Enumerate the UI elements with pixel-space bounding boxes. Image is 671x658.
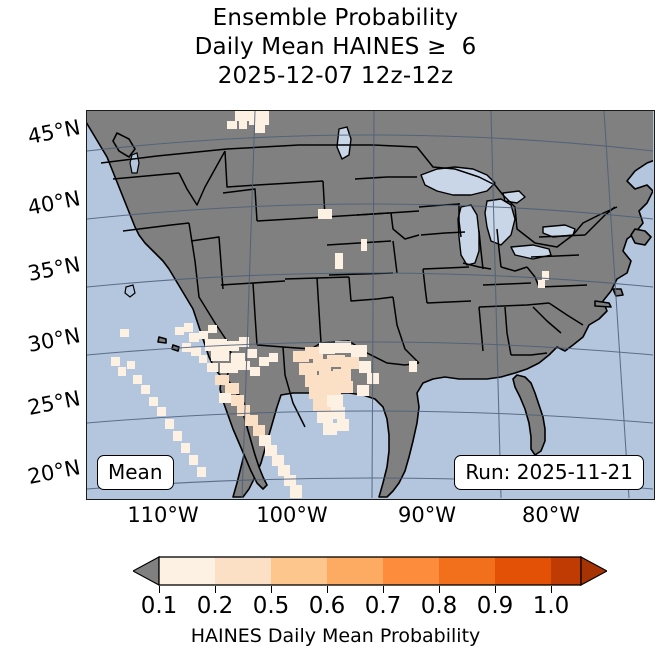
- run-label-box: Run: 2025-11-21: [454, 455, 644, 490]
- border-nc-sc: [548, 302, 584, 326]
- border-us-canada-east: [416, 146, 618, 248]
- colorbar-swatches[interactable]: [133, 556, 607, 586]
- parallel-40n: [87, 203, 653, 220]
- mean-label-box: Mean: [97, 455, 174, 490]
- lon-tick-100w: 100°W: [256, 503, 328, 527]
- colorbar-bin-1: [215, 557, 271, 585]
- vancouver-island: [112, 132, 136, 158]
- border-id-wy: [222, 188, 258, 222]
- parallel-25n: [87, 410, 653, 424]
- map-canvas: [87, 111, 653, 498]
- colorbar-tick-label-6: 0.9: [476, 593, 514, 619]
- border-sd-ne: [356, 210, 420, 216]
- border-pa-md: [530, 254, 580, 258]
- colorbar-tick-label-7: 1.0: [532, 593, 570, 619]
- lat-tick-35n: 35°N: [25, 252, 83, 286]
- long-island: [594, 300, 612, 308]
- lake-michigan: [457, 204, 480, 266]
- puget-sound: [129, 152, 140, 174]
- border-ga-sc: [532, 306, 562, 334]
- colorbar-bin-4: [383, 557, 439, 585]
- title-line-1: Ensemble Probability: [212, 5, 459, 31]
- border-mexico-interior: [282, 346, 306, 428]
- lon-tick-90w: 90°W: [398, 503, 456, 527]
- border-ks-mo: [392, 240, 398, 274]
- parallel-45n: [87, 134, 653, 152]
- colorbar-over-arrow: [580, 556, 607, 586]
- border-wv-va: [526, 266, 540, 288]
- colorbar-bins: [158, 556, 582, 586]
- meridian-100w: [371, 111, 375, 498]
- border-il-ky: [462, 262, 492, 270]
- lon-tick-80w: 80°W: [522, 503, 580, 527]
- colorbar-tick-label-0: 0.1: [140, 593, 178, 619]
- page-title: Ensemble Probability Daily Mean HAINES ≥…: [0, 4, 671, 91]
- border-oh-ky: [500, 266, 528, 272]
- title-line-2: Daily Mean HAINES ≥ 6: [194, 34, 477, 60]
- border-mt-wy: [224, 150, 324, 188]
- lat-tick-30n: 30°N: [25, 323, 83, 357]
- border-ne-ia: [390, 212, 420, 240]
- border-ga-fl: [511, 352, 548, 356]
- colorbar-tick-label-2: 0.5: [252, 593, 290, 619]
- parallel-35n: [87, 272, 653, 288]
- colorbar-tick-label-1: 0.2: [196, 593, 234, 619]
- border-ar-la: [426, 300, 472, 304]
- border-wy-co-ne: [256, 216, 324, 222]
- border-wa-or: [112, 172, 180, 180]
- meridian-90w: [490, 111, 502, 498]
- lat-tick-40n: 40°N: [25, 186, 83, 220]
- border-ky-tn: [482, 282, 532, 286]
- map-plot-area[interactable]: Mean Run: 2025-11-21: [86, 110, 655, 500]
- colorbar-bin-2: [271, 557, 327, 585]
- parallel-30n: [87, 341, 653, 356]
- lat-tick-25n: 25°N: [25, 386, 83, 420]
- san-francisco-bay: [124, 284, 136, 298]
- border-nv-ut: [190, 236, 224, 290]
- colorbar-tick-label-4: 0.7: [364, 593, 402, 619]
- border-in-oh: [496, 228, 502, 268]
- colorbar-under-arrow: [133, 556, 160, 586]
- colorbar-container[interactable]: 0.1 0.2 0.5 0.6 0.7 0.8 0.9 1.0 HAINES D…: [0, 549, 671, 658]
- title-line-3: 2025-12-07 12z-12z: [217, 63, 454, 89]
- channel-islands: [157, 336, 167, 344]
- border-ny-pa: [538, 234, 586, 238]
- lat-tick-45n: 45°N: [25, 115, 83, 149]
- border-az-nm: [252, 282, 258, 346]
- border-ok-ar: [422, 268, 428, 304]
- lon-tick-110w: 110°W: [127, 503, 199, 527]
- border-al-ga: [504, 306, 512, 356]
- meridian-80w: [603, 111, 630, 498]
- lake-huron: [484, 198, 516, 246]
- colorbar-bin-0: [159, 557, 215, 585]
- lake-superior: [420, 166, 496, 196]
- border-tx-la: [392, 296, 420, 364]
- border-ia-mo: [420, 231, 466, 236]
- colorbar-bin-5: [439, 557, 495, 585]
- border-il-in: [478, 230, 484, 270]
- colorbar-axis-label: HAINES Daily Mean Probability: [190, 625, 481, 647]
- border-tn-ms-al-ga: [478, 302, 550, 308]
- meridian-110w: [241, 111, 256, 498]
- nova-scotia: [630, 228, 652, 246]
- border-id-mt: [178, 150, 226, 206]
- border-ok-tx: [348, 276, 394, 302]
- border-nd-sd: [354, 176, 417, 180]
- colorbar-bin-3: [327, 557, 383, 585]
- probability-data-cells: [111, 111, 549, 498]
- border-wi-il: [458, 203, 462, 238]
- border-va-nc: [538, 284, 588, 288]
- colorbar-bin-7: [551, 557, 581, 585]
- border-ne-ks: [326, 240, 392, 246]
- border-or-ca: [122, 222, 190, 232]
- colorbar-tick-label-3: 0.6: [308, 593, 346, 619]
- lat-tick-20n: 20°N: [25, 455, 83, 489]
- border-mo-ar: [422, 266, 470, 270]
- colorbar-tick-label-5: 0.8: [420, 593, 458, 619]
- colorbar-bin-6: [495, 557, 551, 585]
- lake-erie: [510, 244, 552, 260]
- border-us-canada: [100, 144, 418, 164]
